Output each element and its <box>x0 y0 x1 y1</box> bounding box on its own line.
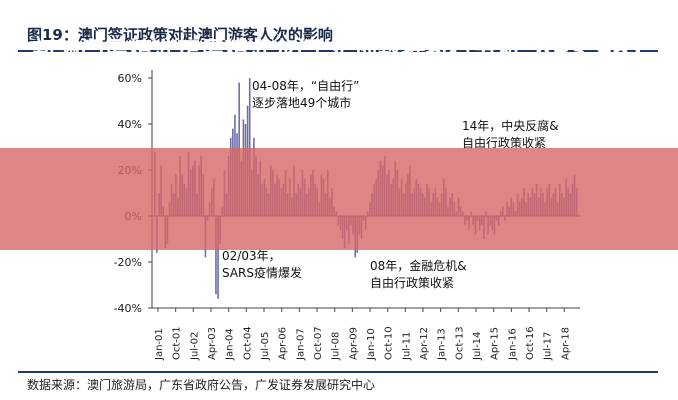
y-tick-label: 60% <box>118 72 142 85</box>
x-tick-label: Jul-17 <box>543 332 554 361</box>
x-tick-label: Apr-09 <box>348 327 359 360</box>
x-tick-label: Jul-02 <box>189 332 200 361</box>
x-tick-label: Apr-18 <box>560 327 571 360</box>
x-tick-label: Jan-07 <box>295 328 306 361</box>
x-tick-label: Apr-06 <box>278 327 289 360</box>
annotation-text: 自由行政策收紧 <box>462 136 546 150</box>
annotation-text: 逐步落地49个城市 <box>252 95 351 110</box>
x-tick-label: Oct-10 <box>384 326 395 360</box>
x-tick-label: Oct-07 <box>313 326 324 360</box>
bar <box>215 216 217 295</box>
x-tick-label: Jan-01 <box>154 328 165 361</box>
annotation-text: 08年，金融危机& <box>370 258 467 273</box>
y-tick-label: 40% <box>118 118 142 131</box>
y-tick-label: -20% <box>114 256 142 269</box>
x-tick-label: Oct-04 <box>242 326 253 360</box>
x-tick-label: Apr-15 <box>490 327 501 360</box>
banner-text: 新澳门最精准正最精准龙门,实地数据执行分析_AP3.961 <box>32 36 646 65</box>
x-tick-label: Oct-01 <box>172 326 183 360</box>
footer-rule <box>18 371 658 373</box>
annotation-text: 14年，中央反腐& <box>462 118 559 133</box>
source-note: 数据来源：澳门旅游局，广东省政府公告，广发证券发展研究中心 <box>27 378 376 392</box>
annotation-text: 02/03年， <box>222 249 281 263</box>
bar <box>248 78 251 216</box>
annotation-text: 04-08年，“自由行” <box>252 79 359 93</box>
x-tick-label: Jul-05 <box>260 332 271 361</box>
x-tick-label: Oct-13 <box>454 326 465 360</box>
x-tick-label: Apr-03 <box>207 327 218 360</box>
title-rule <box>18 50 658 52</box>
x-tick-label: Jul-14 <box>472 332 483 361</box>
x-tick-label: Jan-04 <box>225 328 236 361</box>
x-tick-label: Jan-13 <box>437 328 448 361</box>
overlay-banner <box>0 148 678 250</box>
x-tick-label: Jul-11 <box>401 332 412 361</box>
x-tick-label: Jul-08 <box>331 332 342 361</box>
x-tick-label: Jan-16 <box>507 328 518 361</box>
y-tick-label: -40% <box>114 302 142 315</box>
chart-title: 图19：澳门签证政策对赴澳门游客人次的影响 <box>27 26 333 44</box>
x-tick-label: Apr-12 <box>419 327 430 360</box>
annotation-text: SARS疫情爆发 <box>222 265 302 280</box>
annotation-text: 自由行政策收紧 <box>370 276 454 290</box>
x-tick-label: Jan-10 <box>366 328 377 361</box>
bar <box>217 216 219 299</box>
x-tick-label: Oct-16 <box>525 326 536 360</box>
